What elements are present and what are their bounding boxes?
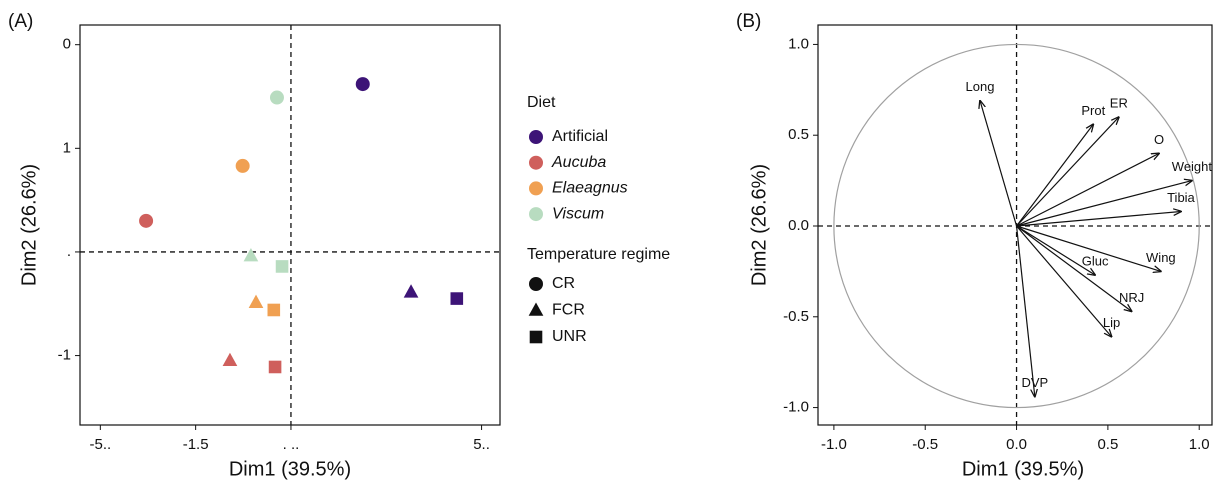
variable-label: Lip (1103, 315, 1120, 330)
arrow (1016, 117, 1119, 227)
point (403, 284, 419, 298)
y-tick-label: 0 (63, 36, 71, 53)
x-axis-title: Dim1 (39.5%) (229, 458, 351, 480)
y-tick-label: -1 (58, 347, 71, 364)
arrow (1016, 153, 1159, 227)
point (248, 294, 264, 308)
legend-label: UNR (552, 328, 587, 345)
y-axis-title: Dim2 (26.6%) (18, 164, 40, 286)
plot-frame (79, 24, 501, 426)
legend-title: Temperature regime (527, 246, 670, 263)
variable-label: DVP (1021, 375, 1048, 390)
y-tick-label: 1 (63, 139, 71, 156)
unit-circle (833, 43, 1200, 409)
y-tick-label: -1.0 (783, 399, 809, 416)
x-tick-label: -5.. (89, 436, 111, 453)
x-tick-label: -0.5 (912, 436, 938, 453)
variable-label: NRJ (1119, 290, 1144, 305)
y-tick-label: 1.0 (788, 35, 809, 52)
panel-label: (A) (8, 11, 33, 32)
legend-marker (529, 330, 543, 344)
y-tick-label: 0.5 (788, 126, 809, 143)
point (267, 303, 281, 317)
variable-label: Gluc (1082, 253, 1109, 268)
x-tick-label: 1.0 (1189, 436, 1210, 453)
legend-marker (529, 181, 543, 196)
point (235, 158, 250, 173)
legend-marker (529, 130, 543, 144)
arrow (1016, 225, 1161, 271)
variable-label: Weight (1172, 159, 1213, 174)
variable-label: Tibia (1167, 190, 1195, 205)
arrow (1016, 225, 1096, 275)
arrow (1016, 181, 1192, 227)
variable-label: ER (1110, 95, 1128, 110)
x-tick-label: 0.5 (1097, 436, 1118, 453)
legend-label: Viscum (552, 205, 604, 222)
point (243, 248, 259, 262)
panel-label: (B) (736, 11, 761, 32)
y-tick-label: . (67, 243, 71, 260)
y-tick-label: 0.0 (788, 217, 809, 234)
point (275, 260, 289, 273)
point (139, 213, 154, 228)
y-tick-label: -0.5 (783, 308, 809, 325)
arrow (1016, 225, 1112, 337)
variable-label: Wing (1146, 250, 1176, 265)
legend-label: Aucuba (551, 154, 606, 171)
point (222, 352, 238, 367)
legend-label: Elaeagnus (552, 180, 628, 197)
point (450, 292, 464, 305)
legend-label: CR (552, 275, 575, 292)
variable-label: Prot (1081, 103, 1105, 118)
x-axis-title: Dim1 (39.5%) (962, 458, 1084, 480)
variable-label: O (1154, 132, 1164, 147)
legend-marker (528, 302, 544, 316)
legend-marker (529, 207, 543, 222)
y-axis-title: Dim2 (26.6%) (748, 164, 770, 286)
x-tick-label: . .. (283, 436, 300, 453)
arrow (1016, 211, 1181, 227)
arrow (980, 101, 1018, 227)
x-tick-label: -1.5 (183, 436, 209, 453)
point (355, 77, 370, 92)
arrow (1016, 124, 1094, 227)
arrow (1016, 225, 1132, 311)
point (268, 360, 282, 374)
arrow (1015, 225, 1035, 397)
x-tick-label: 5.. (473, 436, 490, 453)
legend-marker (529, 155, 543, 170)
x-tick-label: -1.0 (821, 436, 847, 453)
legend-label: Artificial (552, 128, 608, 145)
legend-title: Diet (527, 94, 556, 111)
legend-label: FCR (552, 302, 585, 319)
plot-frame (817, 24, 1213, 426)
point (269, 90, 284, 105)
x-tick-label: 0.0 (1006, 436, 1027, 453)
variable-label: Long (966, 79, 995, 94)
legend-marker (529, 277, 543, 291)
